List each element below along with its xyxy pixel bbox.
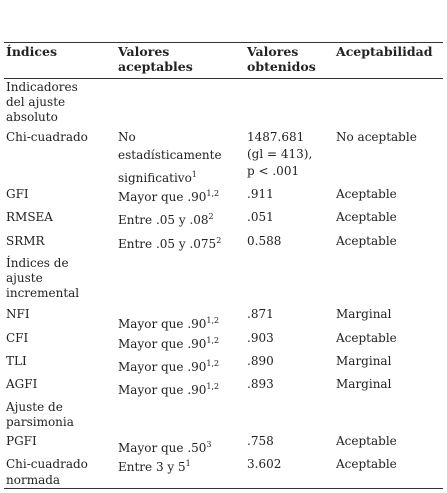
cell: TLI — [6, 354, 27, 368]
section-label: del ajuste — [6, 95, 66, 109]
column-header: Aceptabilidad — [336, 44, 433, 59]
footnote-ref: 1,2 — [206, 382, 220, 391]
cell-text: Mayor que .90 — [118, 337, 207, 351]
cell: Chi-cuadrado — [6, 457, 88, 471]
cell: NFI — [6, 307, 30, 321]
footnote-ref: 1,2 — [206, 359, 220, 368]
footnote-ref: 2 — [208, 212, 214, 221]
cell: estadísticamente — [118, 148, 222, 162]
section-label: Índices de — [6, 256, 69, 270]
cell: Aceptable — [336, 210, 397, 224]
cell: 0.588 — [247, 234, 282, 248]
bottom-rule — [4, 488, 443, 489]
cell: Entre .05 y .082 — [118, 209, 214, 228]
cell-text: Entre .05 y .08 — [118, 213, 209, 227]
footnote-ref: 1,2 — [206, 189, 220, 198]
cell: 1487.681 — [247, 130, 305, 144]
cell: .871 — [247, 307, 274, 321]
cell: Marginal — [336, 307, 392, 321]
column-header: Valores — [247, 44, 299, 59]
cell: Mayor que .901,2 — [118, 379, 219, 398]
footnote-ref: 1,2 — [206, 316, 220, 325]
cell: Mayor que .901,2 — [118, 356, 219, 375]
cell: Mayor que .901,2 — [118, 333, 219, 352]
cell: .911 — [247, 187, 274, 201]
cell: Entre .05 y .0752 — [118, 233, 221, 252]
cell: Aceptable — [336, 434, 397, 448]
cell: Aceptable — [336, 331, 397, 345]
cell: .890 — [247, 354, 274, 368]
cell: Aceptable — [336, 457, 397, 471]
cell: Aceptable — [336, 234, 397, 248]
cell: No — [118, 130, 136, 144]
cell: PGFI — [6, 434, 37, 448]
cell: 3.602 — [247, 457, 282, 471]
cell: Aceptable — [336, 187, 397, 201]
top-rule — [4, 42, 443, 43]
cell-text: Entre .05 y .075 — [118, 237, 217, 251]
footnote-ref: 1 — [191, 170, 197, 179]
cell: Marginal — [336, 377, 392, 391]
cell: .051 — [247, 210, 274, 224]
cell: Mayor que .901,2 — [118, 186, 219, 205]
cell: CFI — [6, 331, 29, 345]
cell-text: Mayor que .90 — [118, 317, 207, 331]
cell-text: significativo — [118, 171, 192, 185]
cell: RMSEA — [6, 210, 53, 224]
cell: .758 — [247, 434, 274, 448]
cell-text: Mayor que .90 — [118, 360, 207, 374]
cell: GFI — [6, 187, 29, 201]
cell: (gl = 413), — [247, 147, 313, 161]
cell-text: Mayor que .50 — [118, 441, 207, 455]
cell: Entre 3 y 51 — [118, 456, 191, 475]
column-header: aceptables — [118, 59, 193, 74]
cell: normada — [6, 473, 61, 487]
column-header: obtenidos — [247, 59, 316, 74]
footnote-ref: 3 — [206, 440, 212, 449]
cell: Chi-cuadrado — [6, 130, 88, 144]
cell: AGFI — [6, 377, 38, 391]
section-label: Indicadores — [6, 80, 78, 94]
header-rule — [4, 78, 443, 79]
section-label: absoluto — [6, 110, 58, 124]
cell: Marginal — [336, 354, 392, 368]
footnote-ref: 1,2 — [206, 336, 220, 345]
section-label: Ajuste de — [6, 400, 63, 414]
cell: .903 — [247, 331, 274, 345]
cell: Mayor que .503 — [118, 437, 212, 456]
cell: Mayor que .901,2 — [118, 313, 219, 332]
section-label: parsimonia — [6, 415, 74, 429]
footnote-ref: 2 — [216, 236, 222, 245]
section-label: ajuste — [6, 271, 43, 285]
cell: significativo1 — [118, 167, 197, 186]
cell: No aceptable — [336, 130, 417, 144]
section-label: incremental — [6, 286, 80, 300]
column-header: Índices — [6, 44, 58, 59]
cell: SRMR — [6, 234, 45, 248]
cell-text: Entre 3 y 5 — [118, 460, 186, 474]
column-header: Valores — [118, 44, 170, 59]
cell: p < .001 — [247, 164, 300, 178]
cell: .893 — [247, 377, 274, 391]
cell-text: Mayor que .90 — [118, 190, 207, 204]
footnote-ref: 1 — [185, 459, 191, 468]
cell-text: Mayor que .90 — [118, 383, 207, 397]
